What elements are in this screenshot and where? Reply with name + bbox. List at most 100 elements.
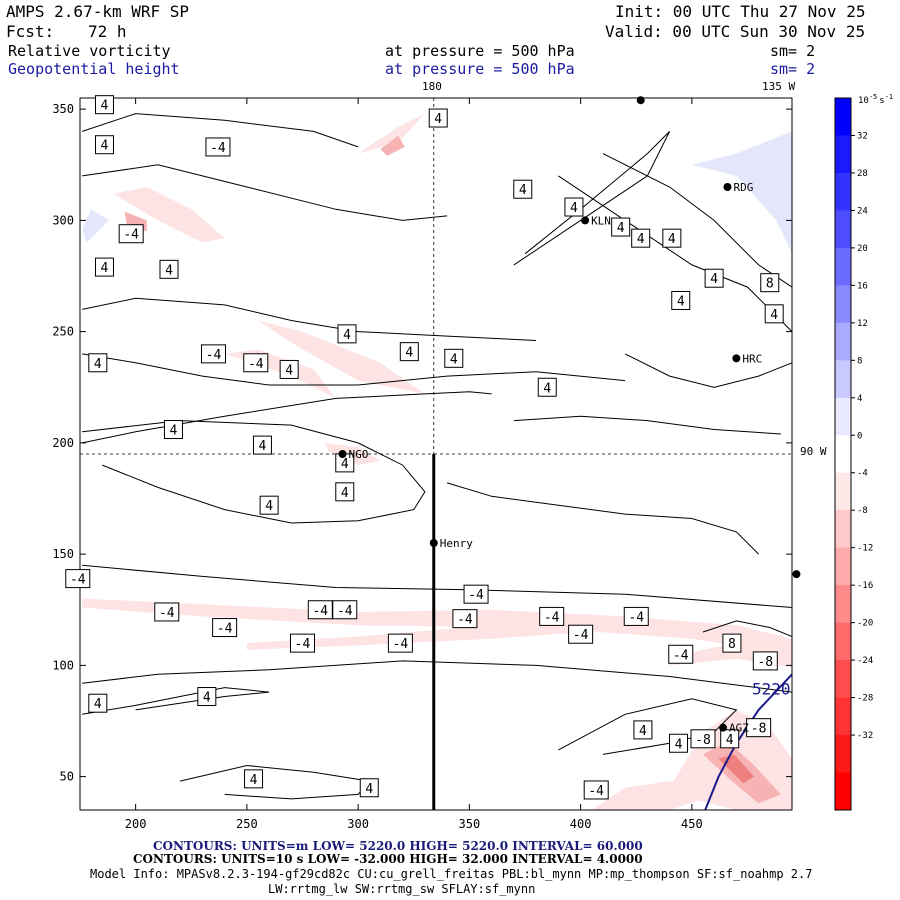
- colorbar-level-label: 12: [857, 319, 868, 329]
- colorbar-level-label: -20: [857, 619, 873, 629]
- vorticity-contour-line: [82, 353, 626, 386]
- vorticity-label: 4: [611, 217, 631, 237]
- vorticity-label: 4: [537, 377, 557, 397]
- vorticity-contour-line: [602, 153, 792, 288]
- vorticity-shading-region: [691, 131, 792, 254]
- vorticity-label: 8: [760, 273, 780, 293]
- vorticity-label-box: [760, 273, 780, 293]
- y-tick-label: 250: [52, 325, 74, 339]
- field1-level: at pressure = 500 hPa: [385, 42, 575, 60]
- vorticity-shading-region: [358, 113, 425, 154]
- colorbar-swatch: [835, 547, 851, 586]
- colorbar-level-label: 24: [857, 206, 868, 216]
- station-markers: RDG KLN HRC NGO Henry AGZ: [338, 96, 801, 735]
- vorticity-label-text: 4: [101, 261, 109, 276]
- field1-smoothing: sm= 2: [770, 42, 816, 60]
- vorticity-label-text: -8: [757, 655, 773, 670]
- vorticity-label: -4: [212, 618, 238, 638]
- init-time: Init: 00 UTC Thu 27 Nov 25: [615, 2, 866, 21]
- vorticity-contour-line: [179, 764, 371, 800]
- vorticity-label: 4: [513, 179, 533, 199]
- colorbar-swatch: [835, 435, 851, 474]
- vorticity-contour-line: [82, 164, 448, 221]
- vorticity-shading-region: [591, 781, 703, 810]
- vorticity-label-text: 4: [101, 99, 109, 114]
- vorticity-label-text: -4: [393, 637, 409, 652]
- lat-lon-gridlines: [80, 98, 792, 455]
- colorbar-swatch: [835, 397, 851, 436]
- vorticity-label-box: [537, 377, 557, 397]
- vorticity-label-text: 4: [94, 357, 102, 372]
- vorticity-label: 4: [94, 135, 114, 155]
- vorticity-label: -4: [539, 606, 565, 626]
- vorticity-label: 4: [633, 720, 653, 740]
- vorticity-label-box: [764, 304, 784, 324]
- vorticity-label-box: [94, 95, 114, 115]
- vorticity-label-box: [335, 482, 355, 502]
- vorticity-label-text: 8: [728, 637, 736, 652]
- colorbar-level-label: 4: [857, 394, 862, 404]
- vorticity-shading-region: [82, 209, 109, 243]
- colorbar-level-label: -28: [857, 694, 873, 704]
- vorticity-label-text: 4: [519, 183, 527, 198]
- vorticity-shading: [82, 113, 792, 810]
- vorticity-label-text: 4: [726, 733, 734, 748]
- vorticity-label-box: [259, 495, 279, 515]
- field1-name: Relative vorticity: [8, 42, 171, 60]
- vorticity-label-box: [568, 624, 594, 644]
- vorticity-label-box: [197, 687, 217, 707]
- vorticity-label-box: [690, 729, 716, 749]
- vorticity-label: -4: [387, 633, 413, 653]
- colorbar-swatch: [835, 472, 851, 511]
- vorticity-label-text: 4: [343, 328, 351, 343]
- vorticity-label-text: 4: [668, 232, 676, 247]
- vorticity-label: -4: [205, 137, 231, 157]
- colorbar-level-label: 20: [857, 244, 868, 254]
- vorticity-label: 4: [564, 197, 584, 217]
- height-contour-label: 5220: [752, 679, 791, 698]
- lon-label-90w: 90 W: [800, 445, 827, 458]
- colorbar-swatch: [835, 660, 851, 699]
- vorticity-shading-region: [246, 618, 792, 657]
- vorticity-label-text: -4: [70, 573, 86, 588]
- vorticity-label-text: 4: [617, 221, 625, 236]
- colorbar-level-label: -24: [857, 656, 873, 666]
- vorticity-label-box: [662, 228, 682, 248]
- colorbar-level-label: 32: [857, 131, 868, 141]
- station-dot: [429, 539, 438, 547]
- vorticity-contour-line: [446, 482, 759, 555]
- colorbar-swatch: [835, 285, 851, 324]
- y-tick-label: 300: [52, 213, 74, 227]
- vorticity-label-text: -4: [159, 606, 175, 621]
- y-tick-label: 350: [52, 102, 74, 116]
- vorticity-label: 4: [88, 693, 108, 713]
- field2-level: at pressure = 500 hPa: [385, 60, 575, 78]
- colorbar-swatch: [835, 585, 851, 624]
- vorticity-label: 4: [764, 304, 784, 324]
- vorticity-label-text: 4: [570, 201, 578, 216]
- vorticity-label-text: 4: [265, 499, 273, 514]
- vorticity-label: -4: [332, 600, 358, 620]
- vorticity-label: -8: [752, 651, 778, 671]
- station-dot: [719, 723, 728, 732]
- vorticity-label: 4: [444, 348, 464, 368]
- vorticity-label-text: -4: [248, 357, 264, 372]
- x-tick-label: 200: [125, 817, 147, 831]
- vorticity-label: 4: [94, 257, 114, 277]
- vorticity-label: 4: [359, 778, 379, 798]
- lon-label-180: 180: [422, 80, 442, 93]
- colorbar-swatch: [835, 697, 851, 736]
- vorticity-label: 4: [197, 687, 217, 707]
- vorticity-label: -4: [623, 606, 649, 626]
- field2-smoothing: sm= 2: [770, 60, 816, 78]
- vorticity-contour-line: [82, 687, 270, 715]
- station-rdg: RDG: [723, 181, 753, 194]
- footer-physics-info: LW:rrtmg_lw SW:rrtmg_sw SFLAY:sf_mynn: [268, 882, 536, 896]
- colorbar-swatch: [835, 360, 851, 399]
- vorticity-shading-region: [258, 320, 425, 394]
- vorticity-label-box: [252, 435, 272, 455]
- station-label: KLN: [591, 214, 611, 227]
- forecast-label: Fcst:: [6, 22, 55, 41]
- vorticity-label-box: [513, 179, 533, 199]
- vorticity-label: 4: [669, 733, 689, 753]
